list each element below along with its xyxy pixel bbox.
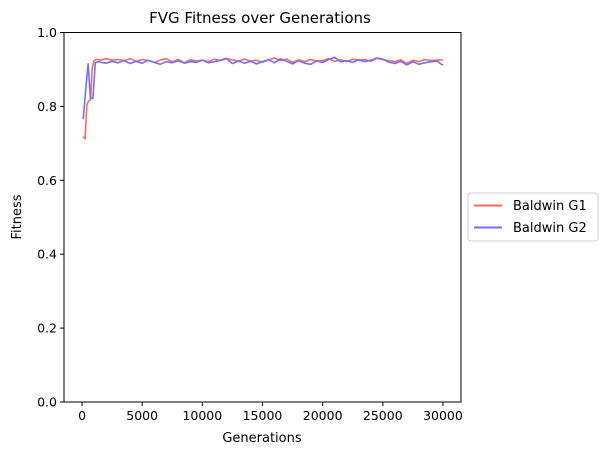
series-line-baldwin-g2	[82, 56, 444, 120]
x-axis-label: Generations	[222, 431, 302, 446]
y-tick-label: 0.0	[37, 395, 57, 410]
y-tick-label: 0.4	[37, 247, 57, 262]
x-tick-label: 20000	[303, 408, 343, 423]
y-axis-ticks: 0.0 0.2 0.4 0.6 0.8 1.0	[37, 25, 64, 410]
legend: Baldwin G1 Baldwin G2	[467, 192, 599, 242]
x-tick-label: 0	[78, 408, 86, 423]
x-tick-label: 10000	[182, 408, 222, 423]
x-tick-label: 25000	[363, 408, 403, 423]
x-tick-label: 30000	[423, 408, 463, 423]
y-tick-label: 0.2	[37, 321, 57, 336]
plot-lines	[82, 56, 444, 140]
chart-title: FVG Fitness over Generations	[149, 9, 371, 27]
x-tick-label: 5000	[126, 408, 158, 423]
y-axis-label: Fitness	[10, 194, 25, 239]
legend-label-baldwin-g2: Baldwin G2	[513, 221, 587, 236]
y-tick-label: 0.8	[37, 99, 57, 114]
x-axis-ticks: 0 5000 10000 15000 20000 25000 30000	[78, 402, 463, 423]
plot-frame	[63, 32, 462, 403]
x-tick-label: 15000	[243, 408, 283, 423]
y-tick-label: 0.6	[37, 173, 57, 188]
series-line-baldwin-g1	[82, 57, 444, 140]
legend-label-baldwin-g1: Baldwin G1	[513, 199, 587, 214]
y-tick-label: 1.0	[37, 25, 57, 40]
